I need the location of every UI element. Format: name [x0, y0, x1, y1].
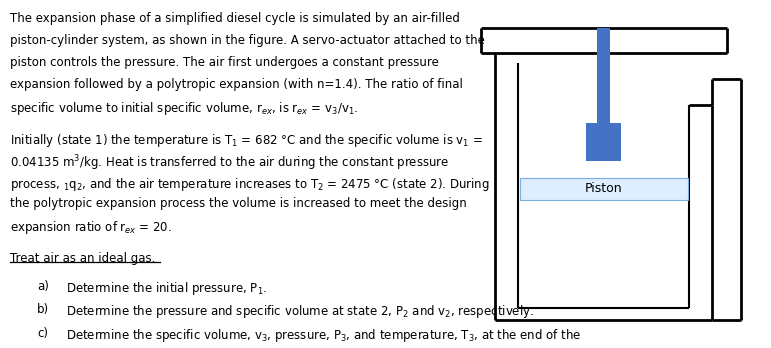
Text: specific volume to initial specific volume, r$_{ex}$, is r$_{ex}$ = v$_3$/v$_1$.: specific volume to initial specific volu…	[10, 100, 359, 117]
Text: Determine the specific volume, v$_3$, pressure, P$_3$, and temperature, T$_3$, a: Determine the specific volume, v$_3$, pr…	[66, 327, 581, 344]
Text: piston-cylinder system, as shown in the figure. A servo-actuator attached to the: piston-cylinder system, as shown in the …	[10, 34, 485, 47]
Text: The expansion phase of a simplified diesel cycle is simulated by an air-filled: The expansion phase of a simplified dies…	[10, 12, 460, 25]
Bar	[598, 27, 611, 122]
Text: Piston: Piston	[585, 182, 623, 195]
Text: expansion ratio of r$_{ex}$ = 20.: expansion ratio of r$_{ex}$ = 20.	[10, 219, 172, 236]
Text: 0.04135 m$^3$/kg. Heat is transferred to the air during the constant pressure: 0.04135 m$^3$/kg. Heat is transferred to…	[10, 153, 449, 173]
Text: Determine the pressure and specific volume at state 2, P$_2$ and v$_2$, respecti: Determine the pressure and specific volu…	[66, 303, 534, 320]
Text: a): a)	[37, 280, 49, 293]
Text: Determine the initial pressure, P$_1$.: Determine the initial pressure, P$_1$.	[66, 280, 267, 296]
Text: the polytropic expansion process the volume is increased to meet the design: the polytropic expansion process the vol…	[10, 197, 466, 211]
Text: Initially (state 1) the temperature is T$_1$ = 682 °C and the specific volume is: Initially (state 1) the temperature is T…	[10, 132, 483, 149]
Text: process, $_1$q$_2$, and the air temperature increases to T$_2$ = 2475 °C (state : process, $_1$q$_2$, and the air temperat…	[10, 175, 490, 192]
Text: piston controls the pressure. The air first undergoes a constant pressure: piston controls the pressure. The air fi…	[10, 56, 439, 69]
Bar	[587, 122, 621, 161]
Text: b): b)	[37, 303, 49, 316]
Bar	[520, 178, 688, 200]
Text: Treat air as an ideal gas.: Treat air as an ideal gas.	[10, 252, 156, 265]
Text: c): c)	[37, 327, 48, 340]
Text: expansion followed by a polytropic expansion (with n=1.4). The ratio of final: expansion followed by a polytropic expan…	[10, 78, 463, 91]
